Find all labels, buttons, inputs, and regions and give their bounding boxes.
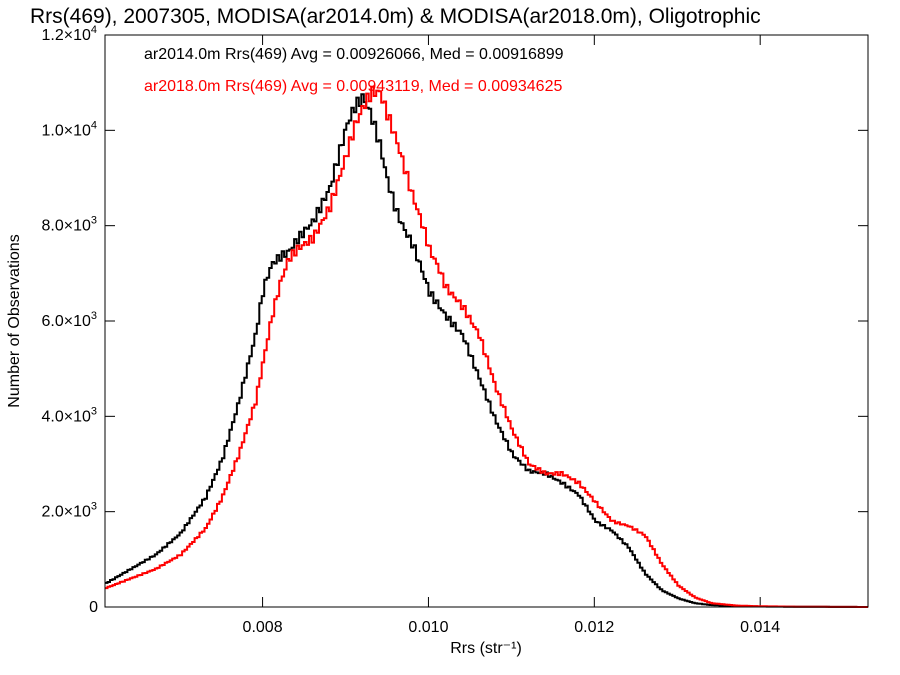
y-tick-label: 6.0×103	[41, 310, 97, 330]
y-tick-label: 0	[89, 599, 98, 616]
y-tick-label: 2.0×103	[41, 501, 97, 521]
y-tick-label: 1.0×104	[41, 119, 97, 139]
series-layer	[105, 85, 868, 608]
series-line-ar2014.0m	[105, 93, 868, 608]
y-axis-ticks: 0 2.0×103 4.0×103 6.0×103 8.0×103 1.0×104 1.2×…	[41, 24, 868, 616]
x-tick-label: 0.012	[574, 619, 614, 636]
y-tick-label: 1.2×104	[41, 24, 97, 44]
legend-series-2-stats: ar2018.0m Rrs(469) Avg = 0.00943119, Med…	[144, 78, 562, 95]
x-axis-label: Rrs (str⁻¹)	[450, 640, 522, 657]
y-tick-label: 8.0×103	[41, 215, 97, 235]
legend-series-1-stats: ar2014.0m Rrs(469) Avg = 0.00926066, Med…	[144, 46, 564, 63]
y-tick-label: 4.0×103	[41, 405, 97, 425]
series-line-ar2018.0m	[105, 85, 868, 608]
y-axis-label: Number of Observations	[6, 234, 23, 407]
x-axis-ticks: 0.008 0.010 0.012 0.014	[243, 35, 780, 636]
x-tick-label: 0.010	[408, 619, 448, 636]
chart-title: Rrs(469), 2007305, MODISA(ar2014.0m) & M…	[30, 5, 761, 28]
x-tick-label: 0.014	[740, 619, 780, 636]
x-tick-label: 0.008	[243, 619, 283, 636]
plot-frame	[104, 34, 869, 608]
